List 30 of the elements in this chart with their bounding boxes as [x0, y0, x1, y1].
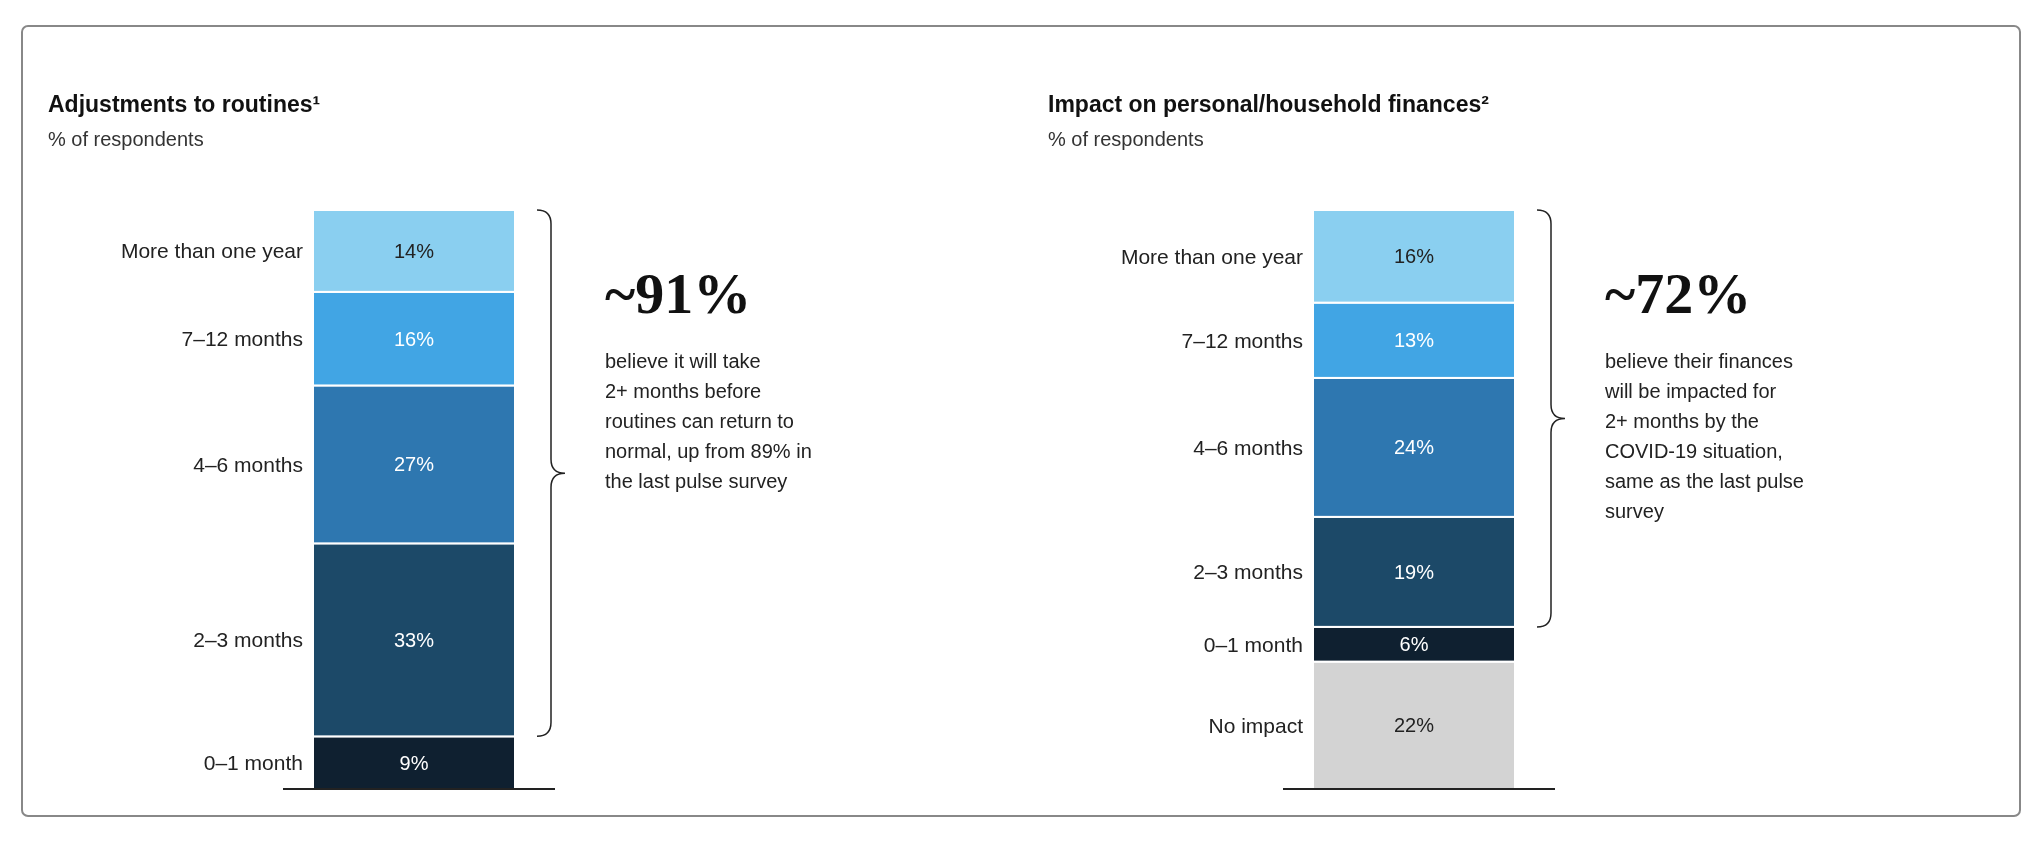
data-label: 16%	[393, 327, 435, 350]
series-label: 2–3 months	[1193, 560, 1303, 584]
series-label: 7–12 months	[1181, 328, 1303, 352]
data-label: 9%	[399, 751, 429, 774]
chart-title: Impact on personal/household finances²	[1048, 91, 1490, 117]
data-label: 27%	[393, 453, 435, 476]
data-label: 16%	[1393, 245, 1435, 268]
series-label: 0–1 month	[203, 751, 303, 775]
series-label: No impact	[1208, 713, 1304, 737]
text: ~72%	[1605, 261, 1752, 326]
text: % of respondents	[1048, 128, 1204, 150]
series-label: 7–12 months	[181, 327, 303, 351]
text: % of respondents	[48, 128, 204, 150]
data-label: 13%	[1393, 329, 1435, 352]
chart-title: Adjustments to routines¹	[48, 91, 321, 117]
data-label: 14%	[393, 239, 435, 262]
data-label: 6%	[1399, 633, 1429, 656]
data-label: 19%	[1393, 560, 1435, 583]
text: ~91%	[605, 261, 752, 326]
series-label: 4–6 months	[1193, 435, 1303, 459]
series-label: More than one year	[120, 239, 304, 263]
data-label: 22%	[1393, 714, 1435, 737]
text: believe their finances will be impacted for 2+ months by the COVID-19 situation, same as the last pulse survey	[1604, 350, 1804, 522]
series-label: 0–1 month	[1203, 632, 1303, 656]
series-label: More than one year	[1120, 244, 1304, 268]
series-label: 4–6 months	[193, 452, 303, 476]
data-label: 33%	[393, 628, 435, 651]
text: believe it will take 2+ months before routines can return to normal, up from 89% in the last pulse survey	[605, 350, 812, 492]
series-label: 2–3 months	[193, 628, 303, 652]
data-label: 24%	[1393, 436, 1435, 459]
